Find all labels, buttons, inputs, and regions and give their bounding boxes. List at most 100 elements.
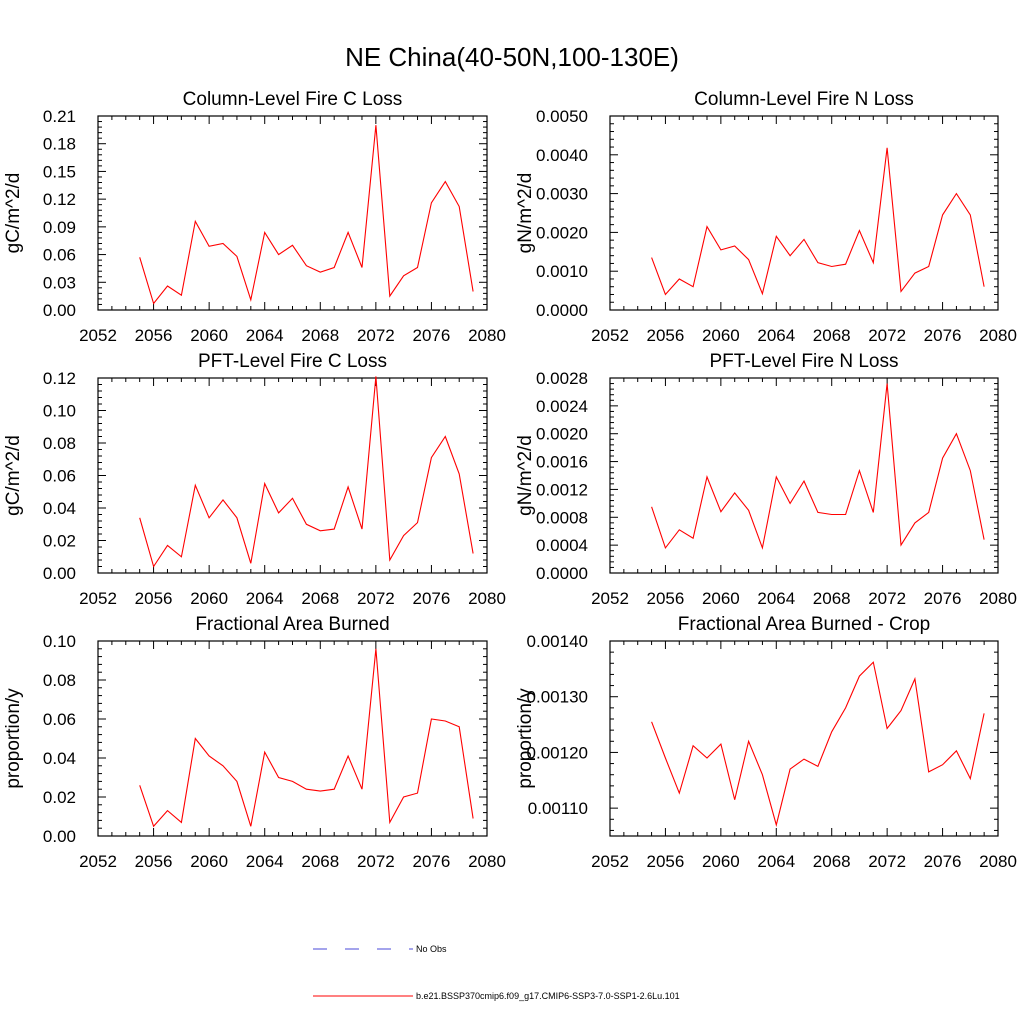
x-tick-label: 2060 (702, 852, 740, 871)
y-tick-label: 0.00110 (528, 799, 588, 818)
x-tick-label: 2072 (357, 589, 395, 608)
panel-title: PFT-Level Fire C Loss (198, 351, 387, 372)
plot-frame (97, 640, 488, 837)
panel-title: Column-Level Fire N Loss (694, 89, 914, 110)
series-line (139, 648, 474, 828)
y-tick-label: 0.0016 (536, 453, 588, 472)
y-tick-label: 0.00 (43, 827, 76, 846)
y-tick-label: 0.08 (43, 671, 76, 690)
series-line (651, 383, 985, 550)
panel-4: PFT-Level Fire N Loss gN/m^2/d 2052 2056 206… (515, 351, 1017, 608)
x-tick-label: 2072 (868, 589, 906, 608)
panels: Column-Level Fire C Loss gC/m^2/d 2052 2056… (3, 89, 1017, 871)
x-tick-label: 2068 (813, 852, 851, 871)
figure-title: NE China(40-50N,100-130E) (345, 42, 679, 72)
panel-title: PFT-Level Fire N Loss (710, 351, 899, 372)
x-tick-label: 2076 (413, 589, 451, 608)
x-tick-label: 2068 (301, 589, 339, 608)
y-tick-label: 0.0030 (536, 185, 588, 204)
x-tick-label: 2068 (301, 852, 339, 871)
x-tick-label: 2060 (190, 852, 228, 871)
y-tick-label: 0.18 (43, 135, 76, 154)
y-tick-label: 0.04 (43, 749, 76, 768)
y-tick-label: 0.12 (43, 190, 76, 209)
y-tick-label: 0.0004 (536, 536, 588, 555)
y-tick-label: 0.0000 (536, 564, 588, 583)
x-tick-label: 2080 (468, 589, 506, 608)
y-axis-label: gC/m^2/d (3, 173, 24, 254)
panel-3: PFT-Level Fire C Loss gC/m^2/d 2052 2056 206… (3, 351, 506, 608)
y-tick-label: 0.03 (43, 273, 76, 292)
y-tick-label: 0.0024 (536, 397, 588, 416)
y-tick-label: 0.00120 (527, 743, 588, 762)
x-tick-label: 2056 (135, 326, 173, 345)
plot-frame (609, 115, 999, 311)
legend-label-model: b.e21.BSSP370cmip6.f09_g17.CMIP6-SSP3-7.… (416, 991, 680, 1001)
y-tick-label: 0.0020 (536, 223, 588, 242)
y-axis-label: proportion/y (515, 688, 536, 789)
x-tick-label: 2076 (924, 589, 962, 608)
x-tick-label: 2064 (246, 326, 284, 345)
series-line (651, 147, 985, 296)
x-tick-label: 2056 (647, 589, 685, 608)
y-tick-label: 0.08 (43, 434, 76, 453)
x-tick-label: 2068 (813, 326, 851, 345)
x-tick-label: 2052 (591, 852, 629, 871)
x-tick-label: 2072 (868, 326, 906, 345)
x-tick-label: 2060 (702, 589, 740, 608)
x-tick-label: 2060 (190, 589, 228, 608)
x-tick-label: 2052 (591, 326, 629, 345)
y-axis-label: gN/m^2/d (515, 435, 536, 516)
y-tick-label: 0.00 (43, 564, 76, 583)
panel-1: Column-Level Fire C Loss gC/m^2/d 2052 2056… (3, 89, 506, 345)
x-tick-label: 2064 (246, 852, 284, 871)
x-tick-label: 2064 (757, 589, 795, 608)
x-tick-label: 2080 (979, 589, 1017, 608)
y-tick-label: 0.02 (43, 532, 76, 551)
x-tick-label: 2080 (468, 326, 506, 345)
y-tick-label: 0.0010 (536, 262, 588, 281)
x-tick-label: 2080 (468, 852, 506, 871)
y-tick-label: 0.00 (43, 301, 76, 320)
y-tick-label: 0.06 (43, 710, 76, 729)
y-tick-label: 0.10 (43, 632, 76, 651)
x-tick-label: 2064 (246, 589, 284, 608)
x-tick-label: 2064 (757, 852, 795, 871)
x-tick-label: 2056 (647, 326, 685, 345)
x-tick-label: 2072 (868, 852, 906, 871)
panel-title: Fractional Area Burned (195, 614, 389, 635)
y-tick-label: 0.0028 (536, 369, 588, 388)
panel-title: Fractional Area Burned - Crop (678, 614, 930, 635)
y-tick-label: 0.06 (43, 467, 76, 486)
x-tick-label: 2076 (924, 326, 962, 345)
y-tick-label: 0.04 (43, 499, 76, 518)
x-tick-label: 2068 (301, 326, 339, 345)
y-tick-label: 0.09 (43, 218, 76, 237)
x-tick-label: 2060 (190, 326, 228, 345)
x-tick-label: 2052 (79, 326, 117, 345)
y-tick-label: 0.0012 (536, 480, 588, 499)
panel-6: Fractional Area Burned - Crop proportion/… (515, 614, 1017, 871)
x-tick-label: 2052 (79, 852, 117, 871)
x-tick-label: 2076 (413, 852, 451, 871)
x-tick-label: 2072 (357, 852, 395, 871)
x-tick-label: 2064 (757, 326, 795, 345)
x-tick-label: 2056 (135, 589, 173, 608)
y-tick-label: 0.12 (43, 369, 76, 388)
x-tick-label: 2056 (135, 852, 173, 871)
y-tick-label: 0.15 (43, 162, 76, 181)
y-tick-label: 0.0040 (536, 146, 588, 165)
y-tick-label: 0.10 (43, 402, 76, 421)
x-tick-label: 2076 (924, 852, 962, 871)
panel-2: Column-Level Fire N Loss gN/m^2/d 2052 2056… (515, 89, 1017, 345)
x-tick-label: 2072 (357, 326, 395, 345)
panel-title: Column-Level Fire C Loss (183, 89, 403, 110)
legend-label-no-obs: No Obs (416, 944, 447, 954)
series-line (139, 376, 474, 568)
y-tick-label: 0.00130 (527, 688, 588, 707)
y-tick-label: 0.02 (43, 788, 76, 807)
x-tick-label: 2080 (979, 852, 1017, 871)
y-axis-label: proportion/y (3, 688, 24, 789)
y-tick-label: 0.0000 (536, 301, 588, 320)
